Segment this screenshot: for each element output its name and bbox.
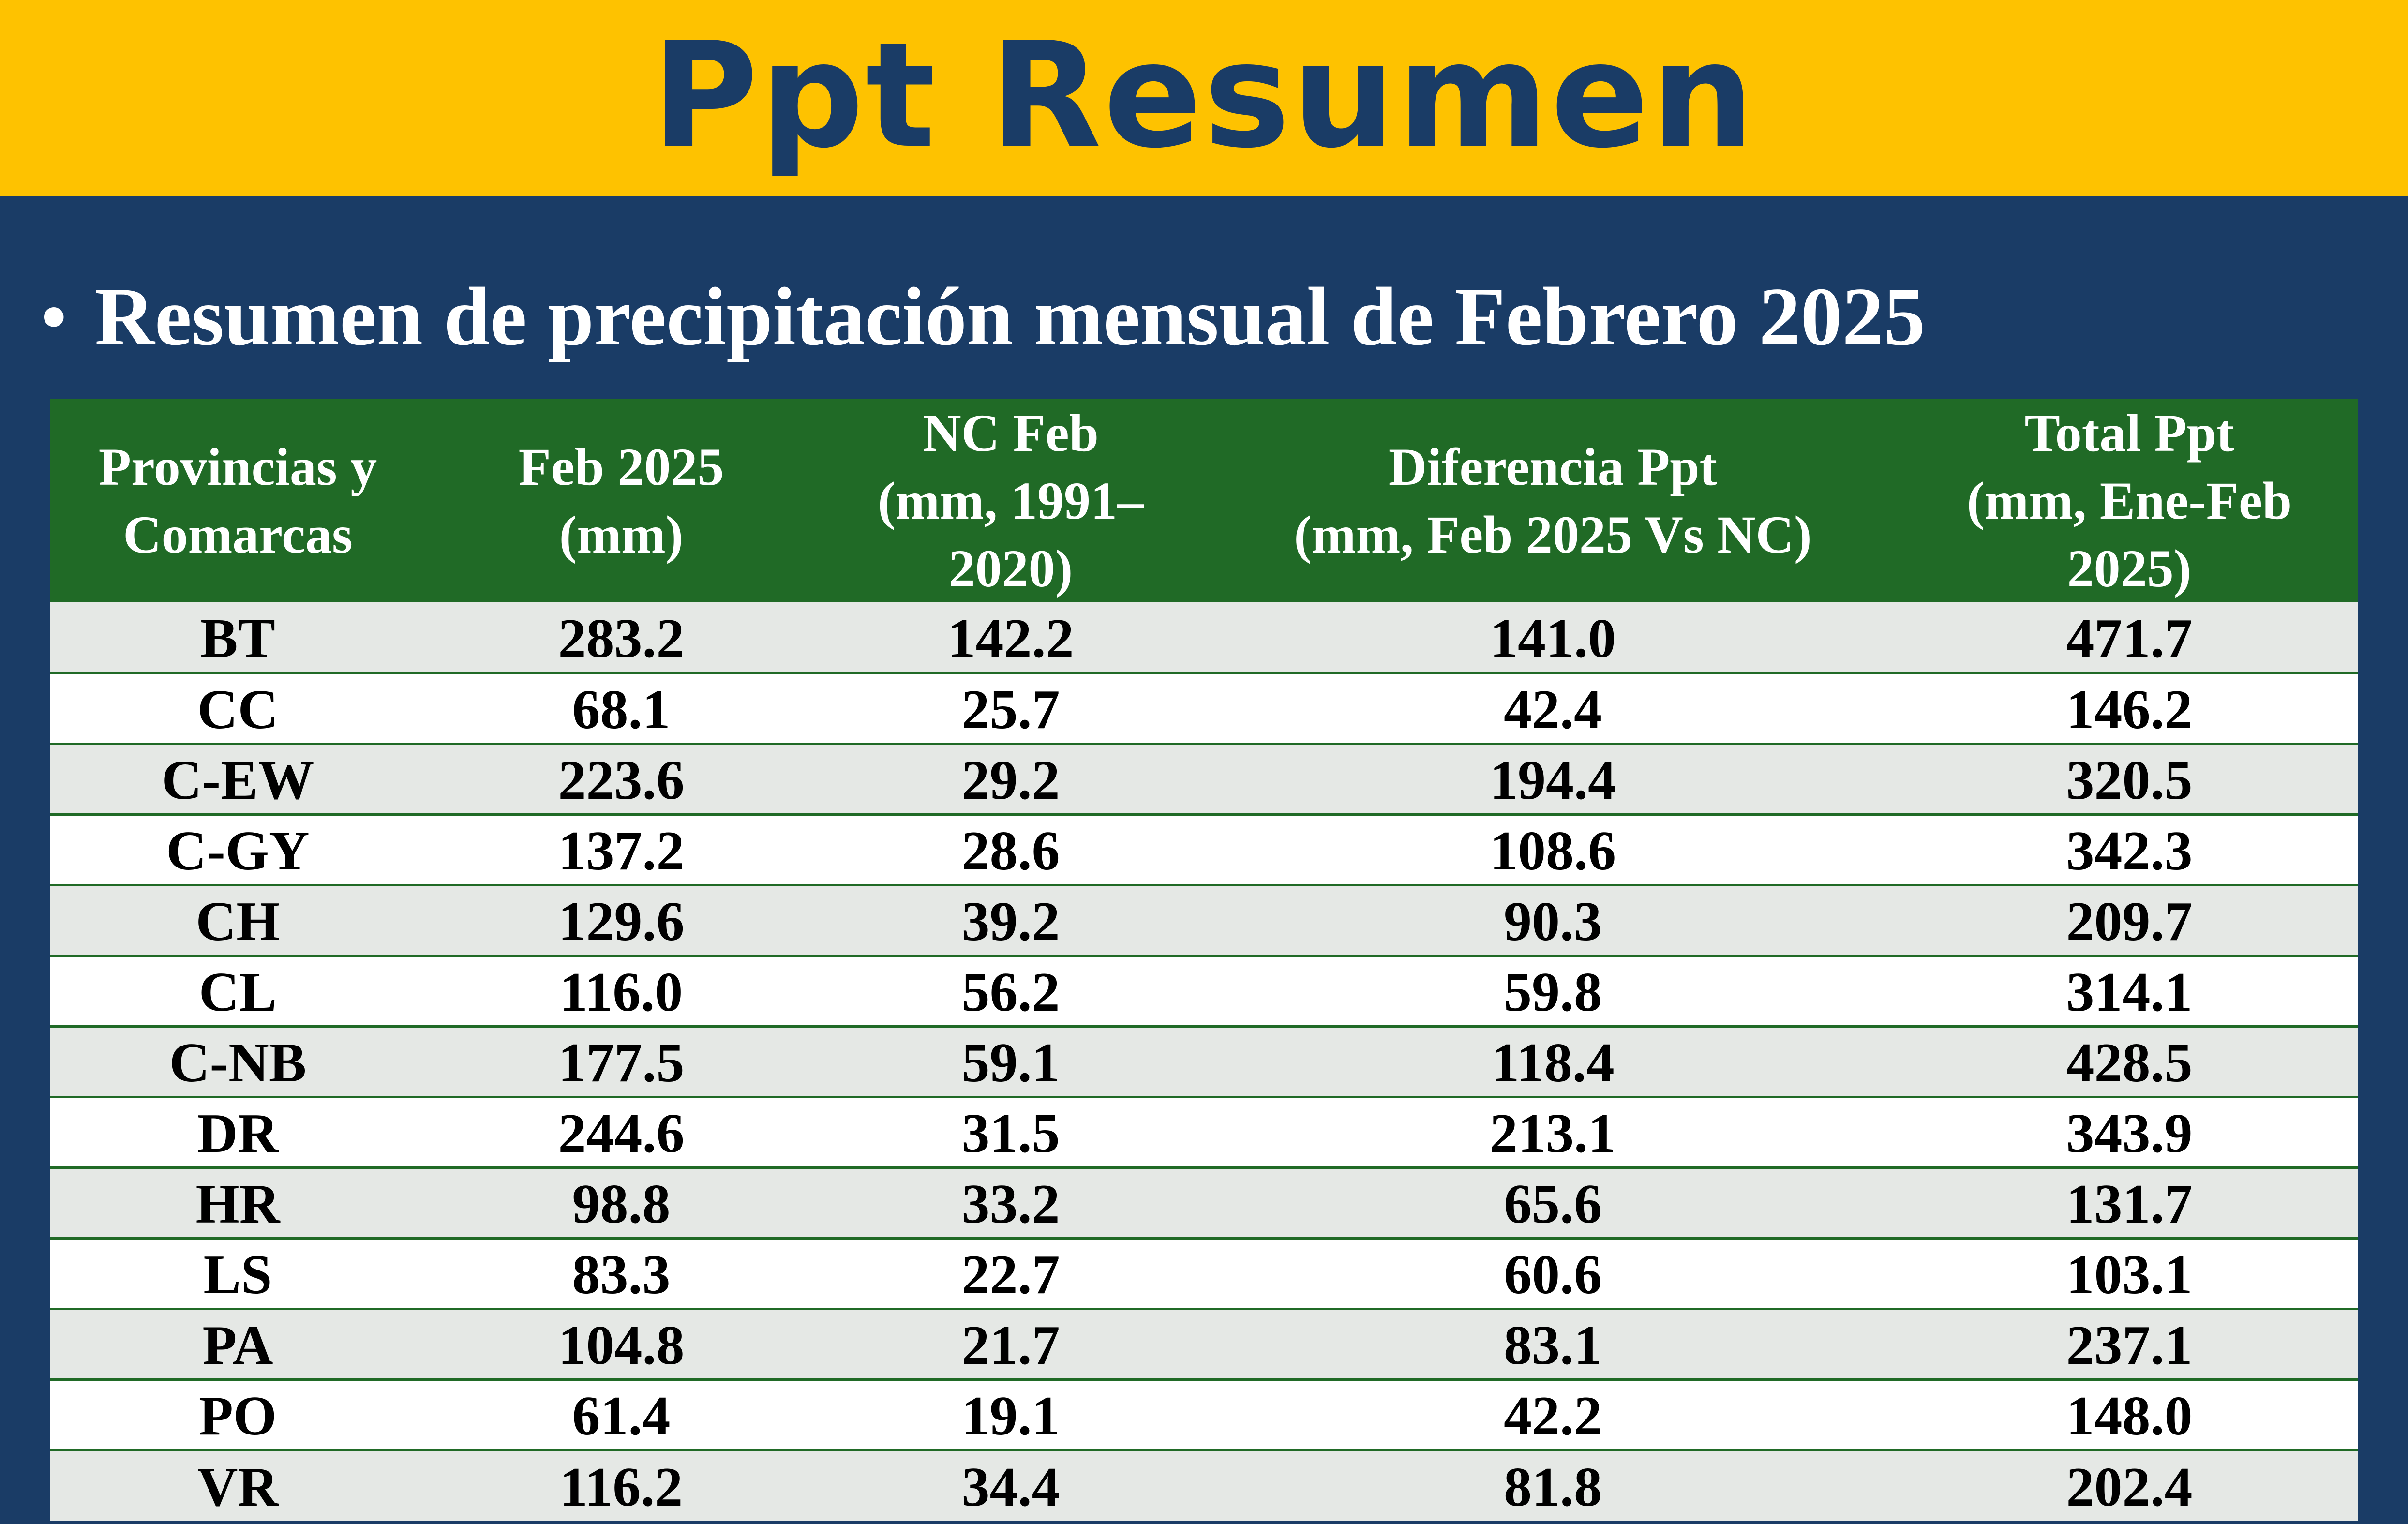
table-row: DR 244.6 31.5 213.1 343.9	[50, 1095, 2358, 1167]
cell-diferencia: 65.6	[1205, 1166, 1901, 1238]
cell-diferencia: 83.1	[1205, 1307, 1901, 1379]
column-header-total-ppt: Total Ppt (mm, Ene-Feb 2025)	[1966, 403, 2292, 598]
cell-diferencia: 141.0	[1490, 607, 1616, 670]
table-row: CL 116.0 56.2 59.8 314.1	[50, 954, 2358, 1026]
cell-total: 148.0	[1901, 1378, 2358, 1450]
cell-feb-2025: 283.2	[558, 607, 685, 670]
table-row: HR 98.8 33.2 65.6 131.7	[50, 1166, 2358, 1238]
cell-diferencia: 42.4	[1205, 672, 1901, 744]
cell-total: 202.4	[1901, 1449, 2358, 1521]
cell-total: 314.1	[1901, 954, 2358, 1026]
cell-diferencia: 118.4	[1205, 1025, 1901, 1097]
cell-total: 209.7	[1901, 883, 2358, 956]
cell-provincia: C-NB	[50, 1025, 426, 1097]
cell-feb-2025: 61.4	[426, 1378, 817, 1450]
cell-nc-feb: 56.2	[817, 954, 1205, 1026]
cell-diferencia: 90.3	[1205, 883, 1901, 956]
cell-nc-feb: 29.2	[817, 742, 1205, 814]
table-row: LS 83.3 22.7 60.6 103.1	[50, 1237, 2358, 1309]
subtitle: • Resumen de precipitación mensual de Fe…	[41, 261, 1925, 373]
table-header-row: Provincias y Comarcas Feb 2025 (mm) NC F…	[50, 399, 2358, 602]
cell-diferencia: 81.8	[1205, 1449, 1901, 1521]
cell-nc-feb: 25.7	[817, 672, 1205, 744]
cell-nc-feb: 59.1	[817, 1025, 1205, 1097]
cell-feb-2025: 129.6	[426, 883, 817, 956]
cell-nc-feb: 34.4	[817, 1449, 1205, 1521]
cell-diferencia: 108.6	[1205, 813, 1901, 885]
cell-total: 146.2	[1901, 672, 2358, 744]
cell-nc-feb: 22.7	[817, 1237, 1205, 1309]
cell-provincia: PO	[50, 1378, 426, 1450]
cell-total: 342.3	[1901, 813, 2358, 885]
cell-provincia: VR	[50, 1449, 426, 1521]
table-row: CH 129.6 39.2 90.3 209.7	[50, 883, 2358, 956]
cell-provincia: BT	[200, 607, 275, 670]
cell-provincia: HR	[50, 1166, 426, 1238]
cell-total: 343.9	[1901, 1095, 2358, 1167]
cell-diferencia: 213.1	[1205, 1095, 1901, 1167]
cell-nc-feb: 31.5	[817, 1095, 1205, 1167]
cell-provincia: PA	[50, 1307, 426, 1379]
column-header-diferencia-ppt: Diferencia Ppt (mm, Feb 2025 Vs NC)	[1294, 437, 1812, 564]
cell-total: 471.7	[2066, 607, 2193, 670]
cell-provincia: CC	[50, 672, 426, 744]
cell-feb-2025: 244.6	[426, 1095, 817, 1167]
column-header-provincias: Provincias y Comarcas	[98, 437, 377, 564]
cell-nc-feb: 142.2	[947, 607, 1074, 670]
page-title: Ppt Resumen	[652, 11, 1756, 180]
cell-feb-2025: 104.8	[426, 1307, 817, 1379]
title-banner: Ppt Resumen	[0, 0, 2408, 196]
table-row: CC 68.1 25.7 42.4 146.2	[50, 672, 2358, 744]
precipitation-table-container: Provincias y Comarcas Feb 2025 (mm) NC F…	[50, 399, 2358, 1521]
cell-feb-2025: 116.0	[426, 954, 817, 1026]
table-row: PA 104.8 21.7 83.1 237.1	[50, 1307, 2358, 1379]
cell-provincia: CL	[50, 954, 426, 1026]
cell-diferencia: 42.2	[1205, 1378, 1901, 1450]
cell-provincia: CH	[50, 883, 426, 956]
cell-total: 428.5	[1901, 1025, 2358, 1097]
cell-provincia: C-EW	[50, 742, 426, 814]
cell-total: 237.1	[1901, 1307, 2358, 1379]
precipitation-table: Provincias y Comarcas Feb 2025 (mm) NC F…	[50, 399, 2358, 1521]
cell-feb-2025: 177.5	[426, 1025, 817, 1097]
cell-diferencia: 59.8	[1205, 954, 1901, 1026]
table-row: C-EW 223.6 29.2 194.4 320.5	[50, 742, 2358, 814]
cell-total: 320.5	[1901, 742, 2358, 814]
cell-diferencia: 60.6	[1205, 1237, 1901, 1309]
cell-nc-feb: 39.2	[817, 883, 1205, 956]
cell-provincia: LS	[50, 1237, 426, 1309]
cell-feb-2025: 98.8	[426, 1166, 817, 1238]
bullet-icon: •	[41, 277, 67, 357]
cell-nc-feb: 21.7	[817, 1307, 1205, 1379]
subtitle-text: Resumen de precipitación mensual de Febr…	[94, 270, 1926, 363]
cell-feb-2025: 68.1	[426, 672, 817, 744]
cell-feb-2025: 137.2	[426, 813, 817, 885]
cell-feb-2025: 116.2	[426, 1449, 817, 1521]
cell-nc-feb: 19.1	[817, 1378, 1205, 1450]
column-header-feb-2025: Feb 2025 (mm)	[518, 437, 724, 564]
cell-total: 131.7	[1901, 1166, 2358, 1238]
table-row: C-GY 137.2 28.6 108.6 342.3	[50, 813, 2358, 885]
cell-feb-2025: 223.6	[426, 742, 817, 814]
table-row: C-NB 177.5 59.1 118.4 428.5	[50, 1025, 2358, 1097]
cell-nc-feb: 33.2	[817, 1166, 1205, 1238]
cell-nc-feb: 28.6	[817, 813, 1205, 885]
table-row: VR 116.2 34.4 81.8 202.4	[50, 1449, 2358, 1521]
cell-feb-2025: 83.3	[426, 1237, 817, 1309]
cell-diferencia: 194.4	[1205, 742, 1901, 814]
column-header-nc-feb: NC Feb (mm, 1991–2020)	[878, 403, 1144, 598]
cell-provincia: DR	[50, 1095, 426, 1167]
cell-provincia: C-GY	[50, 813, 426, 885]
cell-total: 103.1	[1901, 1237, 2358, 1309]
table-row: PO 61.4 19.1 42.2 148.0	[50, 1378, 2358, 1450]
table-body: BT 283.2 142.2 141.0 471.7 CC 68.1 25.7 42.4 146.…	[50, 602, 2358, 1521]
table-row: BT 283.2 142.2 141.0 471.7	[50, 602, 2358, 673]
